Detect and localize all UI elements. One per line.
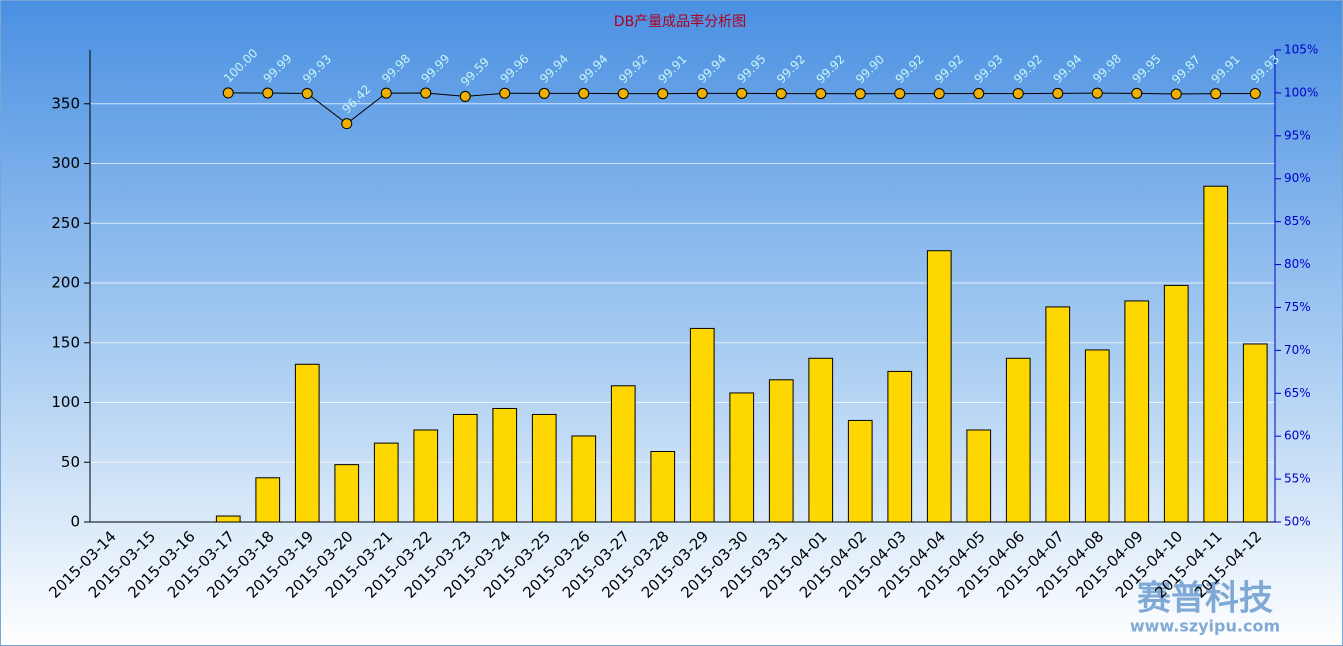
point [222, 87, 234, 99]
y-tick-label: 100 [51, 393, 80, 411]
y2-tick-label: 55% [1284, 472, 1311, 486]
chart-title: DB产量成品率分析图 [614, 13, 746, 30]
bar [1163, 284, 1189, 523]
point [617, 88, 629, 100]
point [499, 87, 511, 99]
bar [650, 450, 676, 523]
bar [1203, 185, 1229, 523]
y2-tick-label: 70% [1284, 343, 1311, 357]
point [1091, 87, 1103, 99]
point [538, 87, 550, 99]
y2-tick-label: 50% [1284, 515, 1311, 529]
bar [966, 429, 992, 523]
bar [610, 385, 636, 523]
y-tick-label: 150 [51, 333, 80, 351]
y2-tick-label: 65% [1284, 386, 1311, 400]
bar [926, 250, 952, 523]
bar [847, 419, 873, 523]
point [815, 88, 827, 100]
point [420, 87, 432, 99]
watermark: 赛普科技 [1137, 579, 1273, 619]
bar [1084, 349, 1110, 523]
y2-tick-label: 80% [1284, 257, 1311, 271]
bar [768, 379, 794, 523]
y-tick-label: 200 [51, 274, 80, 292]
y2-tick-label: 75% [1284, 300, 1311, 314]
y2-tick-label: 100% [1284, 85, 1318, 99]
point [301, 88, 313, 100]
bar [571, 435, 597, 523]
y2-tick-label: 60% [1284, 429, 1311, 443]
point [578, 87, 590, 99]
point [1170, 88, 1182, 100]
point [262, 87, 274, 99]
watermark-url: www.szyipu.com [1130, 617, 1280, 636]
bar [531, 413, 557, 523]
y2-tick-label: 105% [1284, 43, 1318, 57]
bar [334, 464, 360, 523]
bar [294, 363, 320, 523]
bar [1045, 306, 1071, 523]
bar [689, 327, 715, 523]
y-tick-label: 0 [70, 513, 80, 531]
point [1131, 87, 1143, 99]
point [459, 90, 471, 102]
y-tick-label: 50 [61, 453, 80, 471]
point [1052, 87, 1064, 99]
point [933, 88, 945, 100]
point [736, 87, 748, 99]
point [854, 88, 866, 100]
bar [452, 413, 478, 523]
bar [808, 357, 834, 523]
bar [1242, 343, 1268, 523]
bar [492, 407, 518, 523]
bar [215, 515, 241, 523]
bar [887, 370, 913, 523]
point [341, 118, 353, 130]
bar [373, 442, 399, 523]
y2-tick-label: 95% [1284, 128, 1311, 142]
bar [729, 392, 755, 523]
point [657, 88, 669, 100]
point [775, 88, 787, 100]
y-tick-label: 250 [51, 214, 80, 232]
point [696, 87, 708, 99]
bar [255, 477, 281, 523]
y-tick-label: 350 [51, 94, 80, 112]
y2-tick-label: 90% [1284, 171, 1311, 185]
bar [1124, 300, 1150, 523]
y2-tick-label: 85% [1284, 214, 1311, 228]
bar [1005, 357, 1031, 523]
point [1249, 88, 1261, 100]
point [894, 88, 906, 100]
bar [413, 429, 439, 523]
point [1210, 88, 1222, 100]
point [973, 88, 985, 100]
y-tick-label: 300 [51, 154, 80, 172]
point [1012, 88, 1024, 100]
point [380, 87, 392, 99]
